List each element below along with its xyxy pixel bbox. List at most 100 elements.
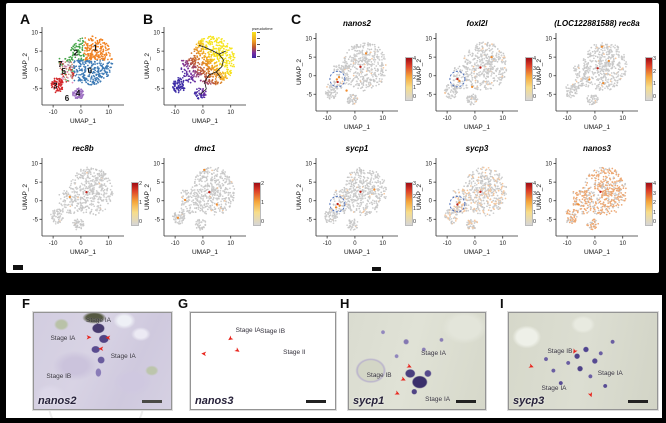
cluster-label-2: 2 [74,49,79,58]
x-axis-label: UMAP_1 [344,249,370,256]
umap-plot-sycp3: sycp3 -10 0 10 -5 0 5 10 UMAP_1 UMAP_2 4 3 2 1 0 [414,144,536,265]
scatter-points [324,166,387,231]
pseudotime-legend-ticks [257,32,260,58]
umap-figure-panel: A B C 0 1 2 3 4 5 6 7 -10 0 10 -5 0 5 10 UMAP_1 UMAP_2 -… [6,3,659,273]
y-axis-label: UMAP_2 [536,184,543,210]
x-axis-label: UMAP_1 [464,249,490,256]
cluster-label-5: 5 [61,67,66,76]
gene-label: sycp1 [353,395,385,407]
umap-plot-nanos3: nanos3 -10 0 10 -5 0 5 10 UMAP_1 UMAP_2 4 3 2 1 0 [534,144,656,265]
svg-text:10: 10 [305,37,312,43]
plot-title: sycp1 [345,144,369,153]
scatter-points [565,166,627,231]
expression-dots [456,55,493,89]
svg-text:5: 5 [35,49,39,55]
axes [313,158,398,239]
panel-letter-g: G [178,296,189,311]
scale-bar [142,400,162,403]
umap-plot-foxl2l: foxl2l -10 0 10 -5 0 5 10 UMAP_1 UMAP_2 4 3 2 1 0 [414,19,536,140]
cluster-label-4: 4 [76,89,81,98]
scale-bar [456,400,476,403]
panel-letter-e-cropped [372,267,381,271]
gene-label: nanos3 [195,395,234,407]
x-axis-label: UMAP_1 [584,124,610,131]
umap-plot-clusters: 0 1 2 3 4 5 6 7 -10 0 10 -5 0 5 10 UMAP_1 UMAP_2 [20,23,128,134]
stage-annotation: Stage IA [541,384,567,392]
y-axis-label: UMAP_2 [296,184,303,210]
red-arrow-marker: ➤ [200,349,208,358]
panel-letter-c: C [291,11,302,27]
plot-title: nanos2 [342,19,371,28]
stage-annotation: Stage IB [46,373,72,381]
stage-annotation: Stage IA [50,335,76,343]
svg-text:10: 10 [31,31,38,37]
highlight-dashed-circle [329,70,346,88]
colorbar [405,57,413,101]
svg-text:-10: -10 [323,116,332,122]
svg-text:0: 0 [201,110,205,116]
umap-plot-rec8b: rec8b -10 0 10 -5 0 5 10 UMAP_1 UMAP_2 2 1 0 [20,144,142,265]
axes [161,158,246,239]
axes [433,158,518,239]
stage-annotation: Stage IA [86,316,111,324]
y-axis-label: UMAP_2 [22,53,29,79]
svg-text:-5: -5 [307,92,313,98]
y-axis-label: UMAP_2 [144,184,151,210]
expression-dots [68,191,88,199]
umap-scatter-svg: 0 1 2 3 4 5 6 7 -10 0 10 -5 0 5 10 UMAP_1 UMAP_2 [22,27,124,125]
colorbar [131,182,139,226]
expression-dots [335,52,368,92]
scatter-points [324,41,387,105]
plot-title: sycp3 [465,144,489,153]
svg-text:-10: -10 [49,110,58,116]
svg-text:10: 10 [545,37,552,43]
pseudotime-legend-label: pseudotime [252,26,273,31]
svg-text:0: 0 [201,241,205,247]
svg-text:0: 0 [35,199,39,205]
histology-image-sycp3: sycp3 Stage IB Stage IA Stage IA ➤ ➤ ➤ [507,311,659,411]
umap-plot-rec8a: (LOC122881588) rec8a -10 0 10 -5 0 5 10 UMAP_1 UM… [534,19,656,140]
stage-annotation: Stage IA [421,350,447,358]
axes [553,33,638,114]
svg-text:10: 10 [105,241,112,247]
y-axis-label: UMAP_2 [144,53,151,79]
gene-label: sycp3 [513,395,545,407]
scatter-points [171,166,236,231]
svg-text:10: 10 [105,110,112,116]
highlight-dashed-circle [449,195,466,213]
axes [433,33,518,114]
svg-text:0: 0 [157,68,161,74]
svg-text:-10: -10 [49,241,58,247]
highlight-dashed-circle [329,195,346,213]
stage-annotation: Stage IB [366,371,392,379]
scatter-points [444,166,508,230]
scale-bar [306,400,326,403]
svg-text:10: 10 [153,162,160,168]
stage-annotation: Stage IA [235,327,261,335]
expression-dots [577,190,602,206]
axes [39,158,124,239]
svg-text:10: 10 [619,116,626,122]
scatter-points [50,35,114,100]
svg-text:-5: -5 [155,86,161,92]
panel-letter-b: B [143,11,154,27]
svg-text:-5: -5 [427,92,433,98]
svg-text:0: 0 [309,74,313,80]
svg-text:5: 5 [429,55,433,61]
cluster-label-6: 6 [65,94,70,103]
histology-image-nanos3: nanos3 Stage IA Stage IB Stage II ➤ ➤ ➤ [189,311,337,411]
umap-plot-dmc1: dmc1 -10 0 10 -5 0 5 10 UMAP_1 UMAP_2 2 1 0 [142,144,264,265]
umap-plot-sycp1: sycp1 -10 0 10 -5 0 5 10 UMAP_1 UMAP_2 3 2 1 0 [294,144,416,265]
x-axis-label: UMAP_1 [70,118,96,125]
expression-dots [334,188,376,209]
svg-text:0: 0 [79,110,83,116]
svg-text:10: 10 [31,162,38,168]
